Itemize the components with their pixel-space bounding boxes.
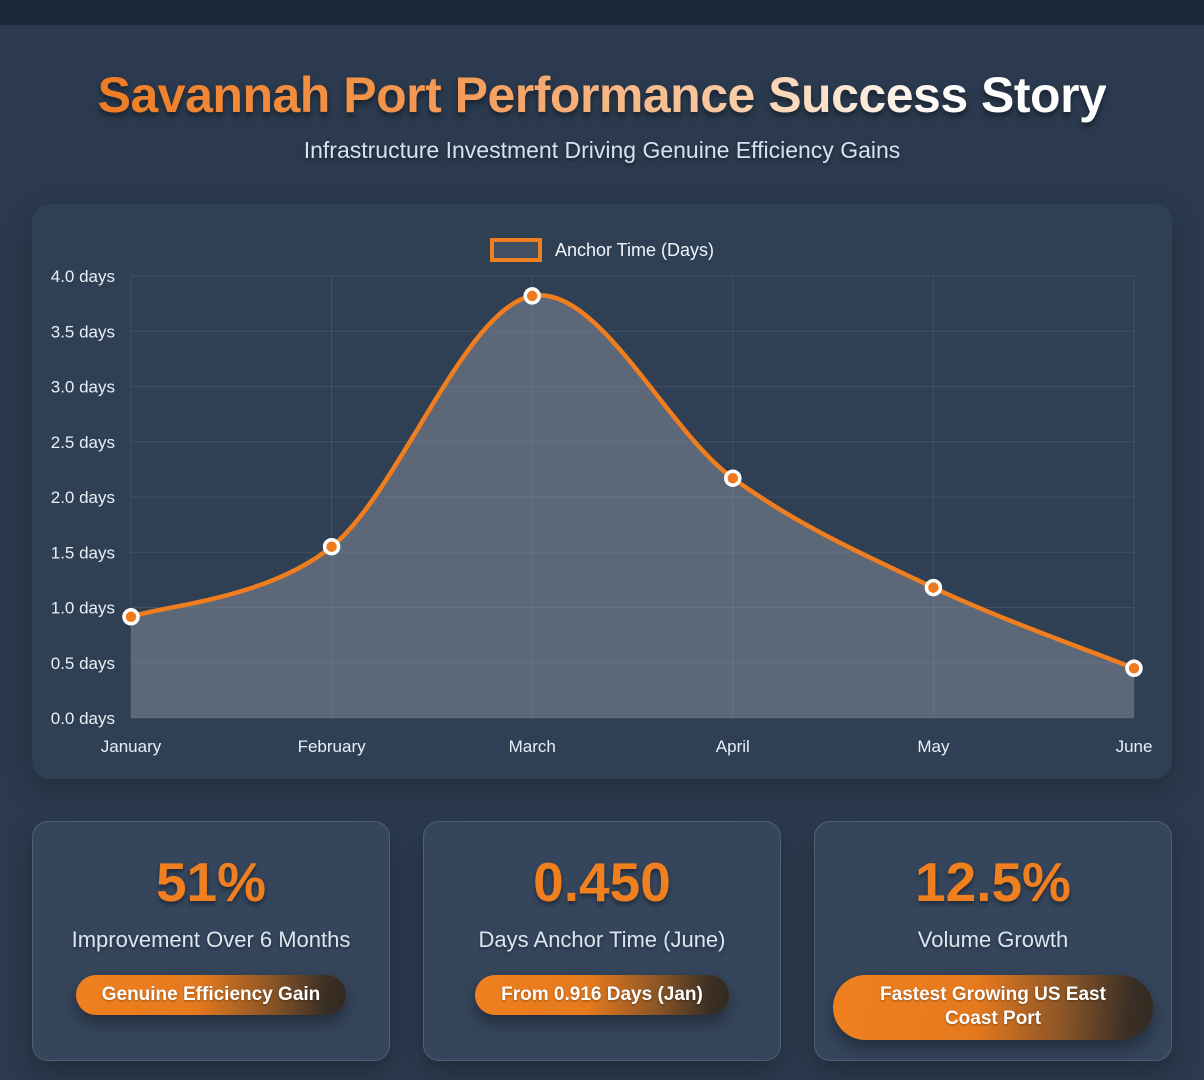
stats-row: 51% Improvement Over 6 Months Genuine Ef… (32, 821, 1172, 1061)
stat-value: 51% (155, 851, 267, 913)
page-title: Savannah Port Performance Success Story (97, 67, 1107, 123)
legend-swatch-icon (489, 238, 542, 262)
area-fill (131, 295, 1134, 718)
topbar (0, 0, 1204, 25)
stat-label: Volume Growth (917, 926, 1069, 952)
data-point-may (924, 578, 943, 597)
chart-legend: Anchor Time (Days) (32, 238, 1172, 262)
x-tick-label: February (298, 737, 367, 756)
data-point-april (724, 469, 742, 487)
header: Savannah Port Performance Success Story … (0, 0, 1204, 164)
y-tick-label: 0.0 days (51, 709, 115, 728)
stat-badge: From 0.916 Days (Jan) (475, 974, 729, 1016)
y-tick-label: 1.5 days (51, 543, 115, 562)
stat-label: Days Anchor Time (June) (478, 926, 726, 952)
legend-label: Anchor Time (Days) (554, 239, 715, 260)
y-tick-label: 3.0 days (51, 378, 115, 397)
data-point-january (122, 608, 140, 626)
x-tick-label: March (509, 737, 556, 756)
stat-value: 0.450 (533, 851, 671, 913)
stat-card-anchor-time: 0.450 Days Anchor Time (June) From 0.916… (423, 821, 781, 1061)
data-point-march (523, 287, 541, 305)
stat-badge: Genuine Efficiency Gain (75, 974, 347, 1016)
stat-card-improvement: 51% Improvement Over 6 Months Genuine Ef… (32, 821, 390, 1061)
x-tick-label: June (1116, 737, 1153, 756)
stat-card-volume-growth: 12.5% Volume Growth Fastest Growing US E… (814, 821, 1172, 1061)
data-point-february (322, 537, 341, 556)
y-tick-label: 0.5 days (51, 654, 115, 673)
data-point-june (1125, 659, 1143, 678)
y-tick-label: 4.0 days (51, 267, 115, 286)
y-tick-label: 1.0 days (51, 599, 115, 618)
legend-item-anchor-time[interactable]: Anchor Time (Days) (489, 238, 715, 262)
y-tick-label: 2.0 days (51, 488, 115, 507)
anchor-time-line-chart: 0.0 days 0.5 days 1.0 days 1.5 days 2.0 days… (51, 267, 1153, 756)
stat-label: Improvement Over 6 Months (71, 926, 351, 952)
x-tick-label: May (917, 737, 950, 756)
chart-panel: Anchor Time (Days) 0.0 days 0.5 days 1.0 d… (32, 204, 1172, 779)
y-tick-label: 2.5 days (51, 433, 115, 452)
stat-value: 12.5% (915, 851, 1071, 913)
x-tick-label: January (101, 737, 162, 756)
page-subtitle: Infrastructure Investment Driving Genuin… (303, 137, 901, 163)
x-tick-label: April (716, 737, 750, 756)
stat-badge: Fastest Growing US East Coast Port (833, 974, 1153, 1040)
y-tick-label: 3.5 days (51, 322, 115, 341)
